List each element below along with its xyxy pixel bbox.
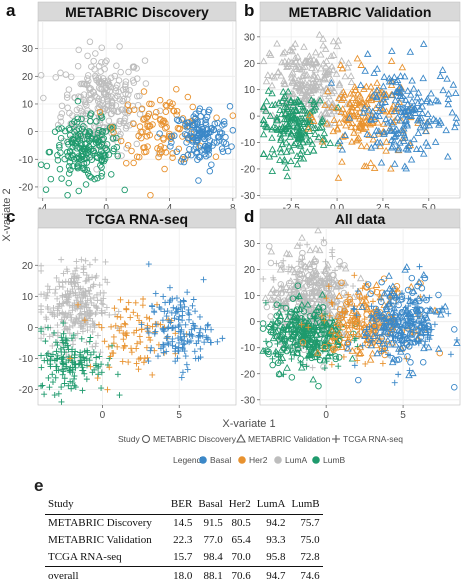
tick-label-y: -10 — [241, 343, 256, 354]
table-header-cell: BER — [168, 495, 195, 515]
table-cell: METABRIC Validation — [45, 532, 168, 549]
panel-title: METABRIC Validation — [289, 4, 432, 20]
tick-label-y: 0 — [249, 112, 255, 123]
table-cell: 80.5 — [226, 515, 254, 533]
legend-swatch-icon — [199, 456, 207, 464]
tick-label-y: 20 — [22, 261, 34, 272]
table-header-cell: Basal — [195, 495, 225, 515]
table-cell: overall — [45, 567, 168, 585]
subtype-legend-label: LumA — [285, 455, 308, 465]
legend-triangle-icon — [237, 435, 245, 442]
results-table-area: e Study BER Basal Her2 LumA LumB METABRI… — [0, 472, 472, 573]
y-axis-title: X-variate 2 — [1, 188, 13, 241]
tick-label-y: 30 — [22, 44, 34, 55]
tick-label-y: 20 — [22, 72, 34, 83]
table-cell: 22.3 — [168, 532, 195, 549]
table-cell: 18.0 — [168, 567, 195, 585]
tick-label-y: -20 — [19, 385, 34, 396]
table-header-cell: Her2 — [226, 495, 254, 515]
tick-label-x: 0 — [323, 410, 329, 421]
panel-tag-e: e — [34, 476, 43, 496]
subtype-legend-label: Her2 — [249, 455, 268, 465]
legend-swatch-icon — [312, 456, 320, 464]
tick-label-y: 0 — [249, 317, 255, 328]
tick-label-y: 10 — [244, 291, 256, 302]
study-legend-title: Study — [118, 434, 140, 444]
tick-label-y: -20 — [19, 182, 34, 193]
panel-title: All data — [335, 211, 386, 227]
panel-tag: b — [244, 1, 254, 20]
table-cell: 93.3 — [254, 532, 289, 549]
tick-label-y: 10 — [244, 85, 256, 96]
tick-label-y: 20 — [244, 59, 256, 70]
tick-label-y: -10 — [241, 138, 256, 149]
table-cell: 98.4 — [195, 549, 225, 567]
table-cell: 94.2 — [254, 515, 289, 533]
legend-cross-icon — [332, 435, 340, 443]
tick-label-y: 20 — [244, 265, 256, 276]
panel-tag: a — [6, 1, 16, 20]
legend-swatch-icon — [238, 456, 246, 464]
tick-label-y: 0 — [27, 323, 33, 334]
table-cell: 74.6 — [289, 567, 323, 585]
study-legend-label: METABRIC Validation — [248, 434, 331, 444]
table-cell: TCGA RNA-seq — [45, 549, 168, 567]
table-cell: 95.8 — [254, 549, 289, 567]
table-row-overall: overall 18.0 88.1 70.6 94.7 74.6 — [45, 567, 323, 585]
tick-label-x: 5 — [176, 410, 182, 421]
legend-circle-icon — [143, 436, 150, 443]
table-cell: 70.6 — [226, 567, 254, 585]
table-cell: METABRIC Discovery — [45, 515, 168, 533]
table-cell: 65.4 — [226, 532, 254, 549]
tick-label-y: 0 — [27, 127, 33, 138]
tick-label-y: -20 — [241, 164, 256, 175]
study-legend-label: METABRIC Discovery — [153, 434, 237, 444]
ber-results-table: Study BER Basal Her2 LumA LumB METABRIC … — [45, 495, 323, 585]
legend-swatch-icon — [274, 456, 282, 464]
panel-title: TCGA RNA-seq — [86, 211, 188, 227]
tick-label-y: 30 — [244, 239, 256, 250]
tick-label-y: -20 — [241, 369, 256, 380]
table-cell: 14.5 — [168, 515, 195, 533]
table-row: TCGA RNA-seq 15.7 98.4 70.0 95.8 72.8 — [45, 549, 323, 567]
table-cell: 72.8 — [289, 549, 323, 567]
tick-label-x: 0 — [100, 410, 106, 421]
subtype-legend-label: LumB — [323, 455, 346, 465]
table-cell: 75.0 — [289, 532, 323, 549]
table-cell: 15.7 — [168, 549, 195, 567]
tick-label-y: -30 — [241, 191, 256, 202]
table-cell: 91.5 — [195, 515, 225, 533]
table-cell: 75.7 — [289, 515, 323, 533]
tick-label-x: 5 — [400, 410, 406, 421]
table-header-cell: LumA — [254, 495, 289, 515]
tick-label-y: 30 — [244, 32, 256, 43]
subtype-legend-title: Legend — [173, 455, 202, 465]
table-cell: 88.1 — [195, 567, 225, 585]
tick-label-y: -10 — [19, 354, 34, 365]
table-row: METABRIC Discovery 14.5 91.5 80.5 94.2 7… — [45, 515, 323, 533]
panel-title: METABRIC Discovery — [65, 4, 209, 20]
tick-label-y: -10 — [19, 155, 34, 166]
tick-label-y: 10 — [22, 99, 34, 110]
table-header-cell: LumB — [289, 495, 323, 515]
subtype-legend-label: Basal — [210, 455, 231, 465]
table-cell: 94.7 — [254, 567, 289, 585]
study-legend-label: TCGA RNA-seq — [343, 434, 403, 444]
table-row: METABRIC Validation 22.3 77.0 65.4 93.3 … — [45, 532, 323, 549]
tick-label-y: -30 — [241, 395, 256, 406]
table-header-row: Study BER Basal Her2 LumA LumB — [45, 495, 323, 515]
table-header-cell: Study — [45, 495, 168, 515]
x-axis-title: X-variate 1 — [222, 418, 275, 430]
table-cell: 70.0 — [226, 549, 254, 567]
tick-label-y: 10 — [22, 292, 34, 303]
panel-tag: d — [244, 207, 254, 226]
table-cell: 77.0 — [195, 532, 225, 549]
